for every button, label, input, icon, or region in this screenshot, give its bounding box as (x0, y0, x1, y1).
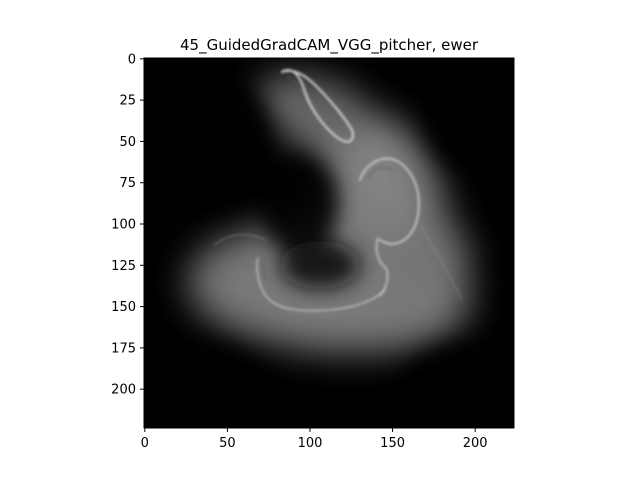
x-tick-label: 50 (219, 436, 236, 451)
plot-title: 45_GuidedGradCAM_VGG_pitcher, ewer (180, 36, 479, 55)
heatmap-image (144, 58, 514, 428)
x-axis: 0 50 100 150 200 (141, 428, 488, 451)
x-tick-label: 0 (141, 436, 149, 451)
y-tick-label: 50 (119, 135, 136, 150)
y-tick-label: 100 (111, 218, 136, 233)
y-tick-label: 75 (119, 176, 136, 191)
y-tick-label: 150 (111, 300, 136, 315)
y-tick-label: 200 (111, 383, 136, 398)
y-tick-label: 175 (111, 341, 136, 356)
y-tick-label: 25 (119, 94, 136, 109)
x-tick-label: 200 (463, 436, 488, 451)
x-tick-label: 150 (380, 436, 405, 451)
y-axis: 0 25 50 75 100 125 150 175 200 (111, 52, 144, 398)
y-tick-label: 0 (128, 52, 136, 67)
y-tick-label: 125 (111, 259, 136, 274)
image-frame (143, 57, 515, 429)
x-tick-label: 100 (298, 436, 323, 451)
